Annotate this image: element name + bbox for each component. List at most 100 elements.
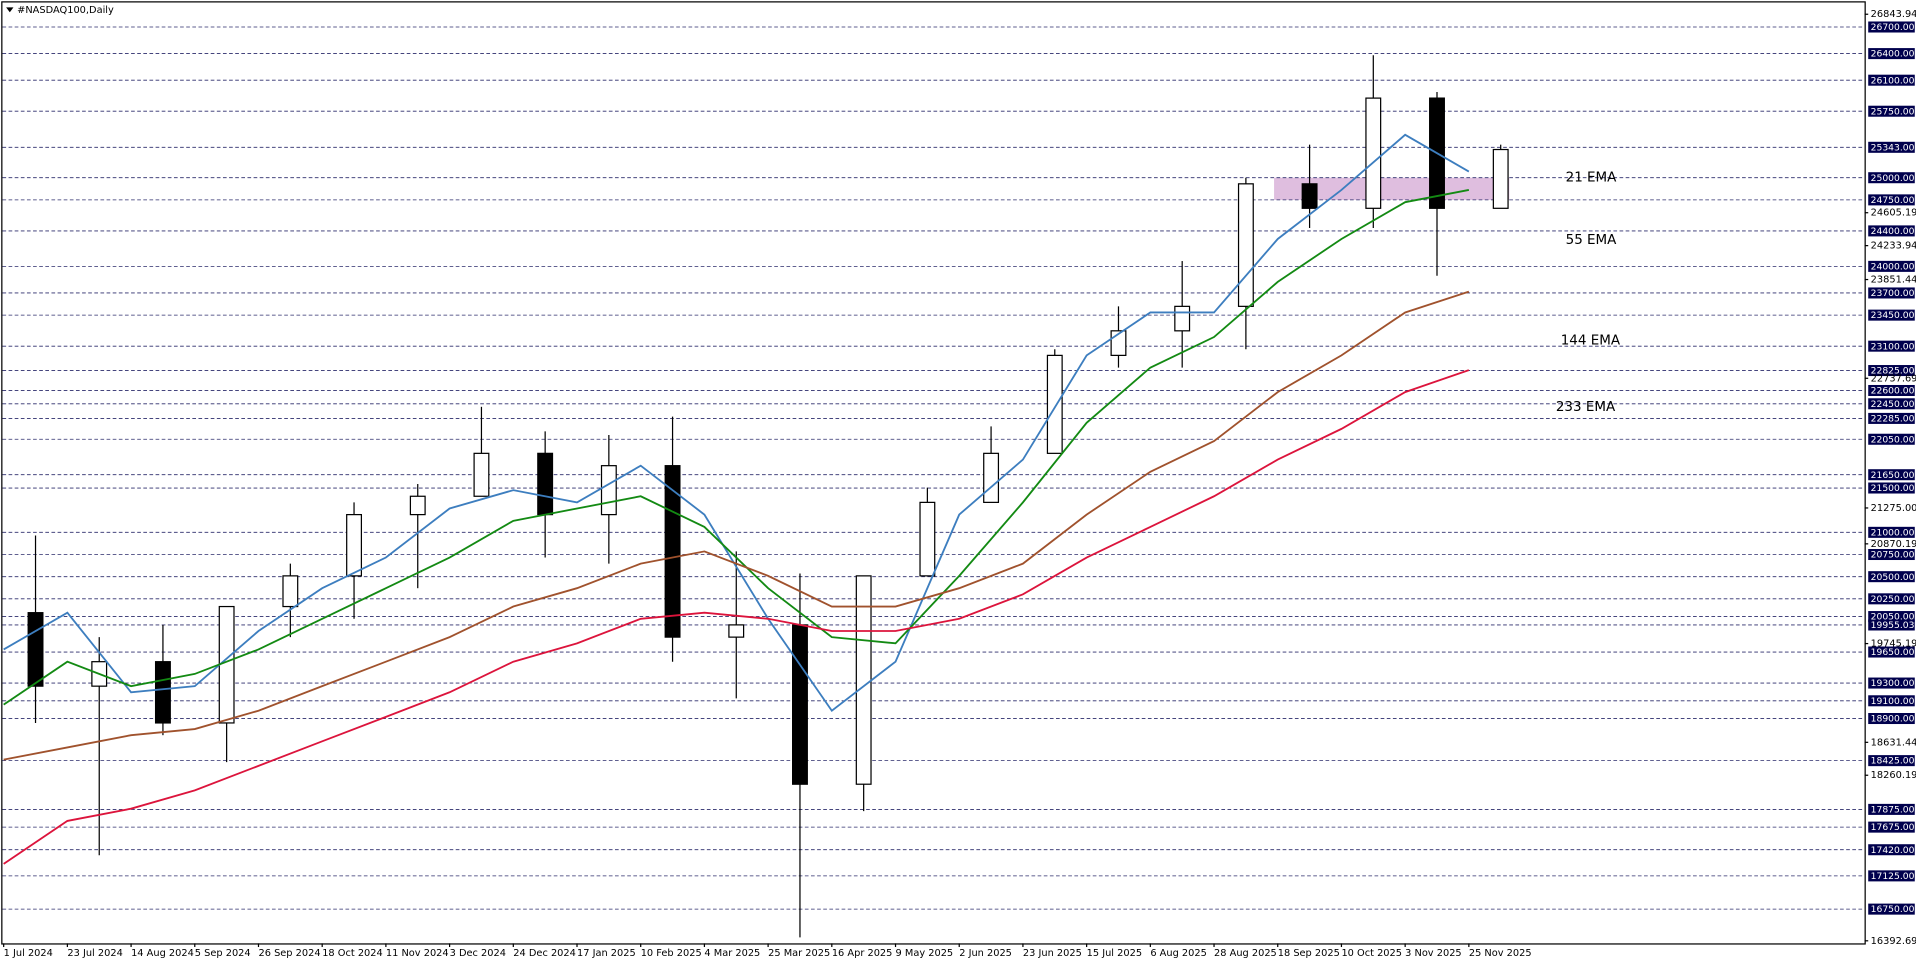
level-label-box: [1868, 287, 1915, 299]
level-label-box: [1868, 844, 1915, 856]
level-label: 17675.00: [1871, 822, 1915, 833]
y-tick-label: 16392.69: [1871, 936, 1916, 947]
level-label: 17420.00: [1871, 845, 1915, 856]
level-label: 25343.00: [1871, 142, 1915, 153]
x-tick-label: 23 Jun 2025: [1023, 948, 1082, 959]
ema-label: 21 EMA: [1566, 170, 1618, 186]
candle-body: [728, 624, 745, 638]
level-label: 19100.00: [1871, 696, 1915, 707]
candle-body: [1237, 183, 1254, 307]
level-label-box: [1868, 225, 1915, 237]
x-tick-label: 1 Jul 2024: [4, 948, 53, 959]
candle-body: [537, 452, 554, 516]
x-tick-label: 16 Apr 2025: [832, 948, 893, 959]
level-label: 22825.00: [1871, 366, 1915, 377]
ema-line: [3, 189, 1470, 706]
y-tick-label: 26843.94: [1871, 9, 1916, 20]
y-tick-label: 18260.19: [1871, 770, 1916, 781]
level-label: 24750.00: [1871, 195, 1915, 206]
level-label: 17125.00: [1871, 871, 1915, 882]
level-label-box: [1868, 48, 1915, 60]
level-label: 23450.00: [1871, 310, 1915, 321]
menu-arrow[interactable]: [6, 7, 14, 13]
x-tick-label: 18 Sep 2025: [1278, 948, 1340, 959]
candle-body: [919, 501, 936, 577]
level-label-box: [1868, 803, 1915, 815]
level-label-box: [1868, 21, 1915, 33]
candle-body: [346, 513, 363, 577]
level-label-box: [1868, 482, 1915, 494]
level-label: 20050.00: [1871, 612, 1915, 623]
candle-body: [409, 495, 426, 516]
x-tick-label: 25 Nov 2025: [1469, 948, 1532, 959]
level-label: 21650.00: [1871, 470, 1915, 481]
y-tick-label: 24233.94: [1871, 241, 1916, 252]
level-label-box: [1868, 526, 1915, 538]
candle-body: [154, 661, 171, 724]
level-label-box: [1868, 433, 1915, 445]
y-tick-label: 20870.19: [1871, 539, 1916, 550]
x-tick-label: 6 Aug 2025: [1150, 948, 1207, 959]
x-tick-label: 26 Sep 2024: [258, 948, 320, 959]
candle-body: [664, 465, 681, 638]
ema-label: 233 EMA: [1556, 399, 1616, 415]
x-tick-label: 10 Feb 2025: [641, 948, 702, 959]
level-label: 23100.00: [1871, 341, 1915, 352]
ema-label: 55 EMA: [1566, 232, 1618, 248]
level-label-box: [1868, 713, 1915, 725]
candle-body: [282, 575, 299, 608]
x-tick-label: 17 Jan 2025: [577, 948, 636, 959]
ema-label: 144 EMA: [1561, 333, 1621, 349]
level-label: 23700.00: [1871, 288, 1915, 299]
level-label-box: [1868, 695, 1915, 707]
level-label-box: [1868, 646, 1915, 658]
level-label-box: [1868, 870, 1915, 882]
level-label: 16750.00: [1871, 904, 1915, 915]
level-label: 24400.00: [1871, 226, 1915, 237]
level-label-box: [1868, 74, 1915, 86]
x-tick-label: 11 Nov 2024: [386, 948, 449, 959]
x-tick-label: 4 Mar 2025: [704, 948, 760, 959]
level-label-box: [1868, 398, 1915, 410]
level-label: 21500.00: [1871, 483, 1915, 494]
candle-body: [600, 465, 617, 516]
candle-body: [1492, 148, 1509, 209]
level-label: 25000.00: [1871, 173, 1915, 184]
x-tick-label: 23 Jul 2024: [67, 948, 122, 959]
level-label: 19300.00: [1871, 678, 1915, 689]
ema-line: [3, 369, 1470, 865]
level-label-box: [1868, 593, 1915, 605]
level-label: 22050.00: [1871, 434, 1915, 445]
level-label-box: [1868, 677, 1915, 689]
y-tick-label: 22737.69: [1871, 373, 1916, 384]
x-tick-label: 25 Mar 2025: [768, 948, 830, 959]
level-label: 20750.00: [1871, 550, 1915, 561]
level-label-box: [1868, 412, 1915, 424]
level-label: 18900.00: [1871, 714, 1915, 725]
candle-body: [792, 624, 808, 785]
level-label: 18425.00: [1871, 756, 1915, 767]
level-label-box: [1868, 469, 1915, 481]
level-label: 20500.00: [1871, 572, 1915, 583]
y-tick-label: 24605.19: [1871, 208, 1916, 219]
y-tick-label: 18631.44: [1871, 737, 1916, 748]
x-tick-label: 10 Oct 2025: [1341, 948, 1402, 959]
y-tick-label: 21275.00: [1871, 503, 1916, 514]
level-label: 20250.00: [1871, 594, 1915, 605]
candle-body: [1046, 354, 1063, 454]
candle-body: [1365, 97, 1382, 209]
level-label-box: [1868, 365, 1915, 377]
level-label-box: [1868, 141, 1915, 153]
y-tick-label: 23851.44: [1871, 275, 1916, 286]
candle-body: [1301, 183, 1318, 209]
level-label: 22450.00: [1871, 399, 1915, 410]
level-label: 19955.03: [1871, 620, 1915, 631]
x-tick-label: 5 Sep 2024: [195, 948, 251, 959]
x-tick-label: 3 Nov 2025: [1405, 948, 1462, 959]
x-tick-label: 9 May 2025: [896, 948, 954, 959]
level-label-box: [1868, 821, 1915, 833]
level-label: 19650.00: [1871, 647, 1915, 658]
level-label-box: [1868, 571, 1915, 583]
level-label: 26100.00: [1871, 75, 1915, 86]
